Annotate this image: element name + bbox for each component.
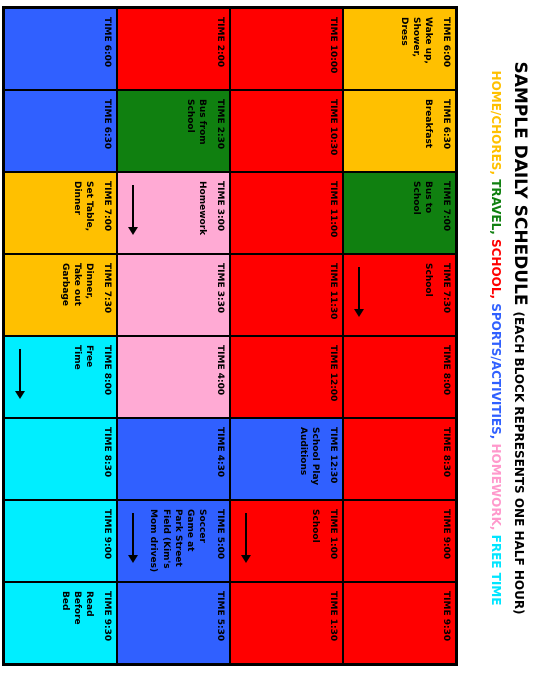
block-time: TIME 8:00: [441, 345, 451, 396]
block-time: TIME 8:30: [441, 427, 451, 478]
schedule-grid: TIME 6:00 Wake up, Shower, Dress TIME 6:30…: [2, 6, 458, 666]
schedule-block: TIME 11:30: [230, 254, 343, 336]
schedule-block: TIME 8:00 Free Time: [4, 336, 117, 418]
block-time: TIME 7:00: [441, 181, 451, 232]
schedule-block: TIME 2:00: [117, 8, 230, 90]
block-activity: School: [423, 263, 433, 297]
block-time: TIME 4:30: [215, 427, 225, 478]
block-time: TIME 12:30: [328, 427, 338, 484]
continue-arrow-icon: [19, 349, 21, 397]
schedule-block: TIME 9:30 Read Before Bed: [4, 582, 117, 664]
block-time: TIME 6:30: [441, 99, 451, 150]
schedule-block: TIME 12:00: [230, 336, 343, 418]
schedule-block: TIME 3:30: [117, 254, 230, 336]
block-time: TIME 8:30: [102, 427, 112, 478]
block-time: TIME 9:00: [441, 509, 451, 560]
block-activity: Homework: [197, 181, 207, 236]
block-time: TIME 11:00: [328, 181, 338, 238]
block-activity: Read Before Bed: [59, 591, 94, 625]
block-time: TIME 6:00: [102, 17, 112, 68]
block-time: TIME 6:30: [102, 99, 112, 150]
block-time: TIME 9:30: [441, 591, 451, 642]
schedule-block: TIME 8:30: [343, 418, 456, 500]
category-legend: HOME/CHORES, TRAVEL, SCHOOL, SPORTS/ACTI…: [489, 0, 503, 676]
block-time: TIME 2:30: [215, 99, 225, 150]
schedule-block: TIME 7:30 Dinner, Take out Garbage: [4, 254, 117, 336]
block-time: TIME 11:30: [328, 263, 338, 320]
block-time: TIME 7:30: [102, 263, 112, 314]
legend-item: FREE TIME: [489, 534, 503, 606]
schedule-block: TIME 3:00 Homework: [117, 172, 230, 254]
schedule-block: TIME 6:00 Wake up, Shower, Dress: [343, 8, 456, 90]
block-activity: School Play Auditions: [297, 427, 320, 486]
title-sub: (EACH BLOCK REPRESENTS ONE HALF HOUR): [512, 311, 526, 615]
block-activity: Soccer Game at Park Street Field (Kim's …: [148, 509, 207, 573]
schedule-block: TIME 1:30: [230, 582, 343, 664]
block-time: TIME 9:00: [102, 509, 112, 560]
block-activity: Dinner, Take out Garbage: [59, 263, 94, 306]
block-time: TIME 5:00: [215, 509, 225, 560]
block-time: TIME 3:00: [215, 181, 225, 232]
block-activity: Breakfast: [423, 99, 433, 149]
block-time: TIME 7:30: [441, 263, 451, 314]
block-activity: Free Time: [71, 345, 94, 370]
block-time: TIME 12:00: [328, 345, 338, 402]
legend-item: HOME/CHORES,: [489, 70, 503, 180]
block-activity: Set Table, Dinner: [71, 181, 94, 232]
block-time: TIME 10:00: [328, 17, 338, 74]
schedule-block: TIME 9:30: [343, 582, 456, 664]
schedule-block: TIME 10:30: [230, 90, 343, 172]
schedule-block: TIME 6:30 Breakfast: [343, 90, 456, 172]
block-activity: Bus to School: [410, 181, 433, 215]
legend-item: HOMEWORK,: [489, 443, 503, 535]
continue-arrow-icon: [245, 513, 247, 561]
schedule-block: TIME 7:00 Bus to School: [343, 172, 456, 254]
schedule-block: TIME 7:00 Set Table, Dinner: [4, 172, 117, 254]
continue-arrow-icon: [132, 513, 134, 561]
schedule-block: TIME 5:00 Soccer Game at Park Street Fiel…: [117, 500, 230, 582]
schedule-block: TIME 5:30: [117, 582, 230, 664]
schedule-block: TIME 1:00 School: [230, 500, 343, 582]
continue-arrow-icon: [132, 185, 134, 233]
schedule-block: TIME 8:00: [343, 336, 456, 418]
continue-arrow-icon: [358, 267, 360, 315]
block-time: TIME 2:00: [215, 17, 225, 68]
schedule-block: TIME 4:30: [117, 418, 230, 500]
schedule-block: TIME 2:30 Bus from School: [117, 90, 230, 172]
block-time: TIME 5:30: [215, 591, 225, 642]
schedule-block: TIME 6:00: [4, 8, 117, 90]
block-time: TIME 8:00: [102, 345, 112, 396]
legend-item: TRAVEL,: [489, 179, 503, 239]
block-time: TIME 4:00: [215, 345, 225, 396]
block-time: TIME 7:00: [102, 181, 112, 232]
block-time: TIME 1:00: [328, 509, 338, 560]
block-time: TIME 6:00: [441, 17, 451, 68]
schedule-block: TIME 6:30: [4, 90, 117, 172]
block-time: TIME 9:30: [102, 591, 112, 642]
block-activity: Bus from School: [184, 99, 207, 145]
block-time: TIME 3:30: [215, 263, 225, 314]
schedule-block: TIME 9:00: [343, 500, 456, 582]
page-title: SAMPLE DAILY SCHEDULE (EACH BLOCK REPRES…: [510, 0, 530, 676]
legend-item: SPORTS/ACTIVITIES,: [489, 303, 503, 444]
schedule-block: TIME 11:00: [230, 172, 343, 254]
title-main: SAMPLE DAILY SCHEDULE: [510, 61, 530, 306]
schedule-block: TIME 12:30 School Play Auditions: [230, 418, 343, 500]
schedule-block: TIME 7:30 School: [343, 254, 456, 336]
block-activity: Wake up, Shower, Dress: [398, 17, 433, 64]
schedule-block: TIME 9:00: [4, 500, 117, 582]
schedule-block: TIME 8:30: [4, 418, 117, 500]
schedule-block: TIME 4:00: [117, 336, 230, 418]
schedule-block: TIME 10:00: [230, 8, 343, 90]
legend-item: SCHOOL,: [489, 238, 503, 304]
block-time: TIME 1:30: [328, 591, 338, 642]
block-activity: School: [310, 509, 320, 543]
block-time: TIME 10:30: [328, 99, 338, 156]
